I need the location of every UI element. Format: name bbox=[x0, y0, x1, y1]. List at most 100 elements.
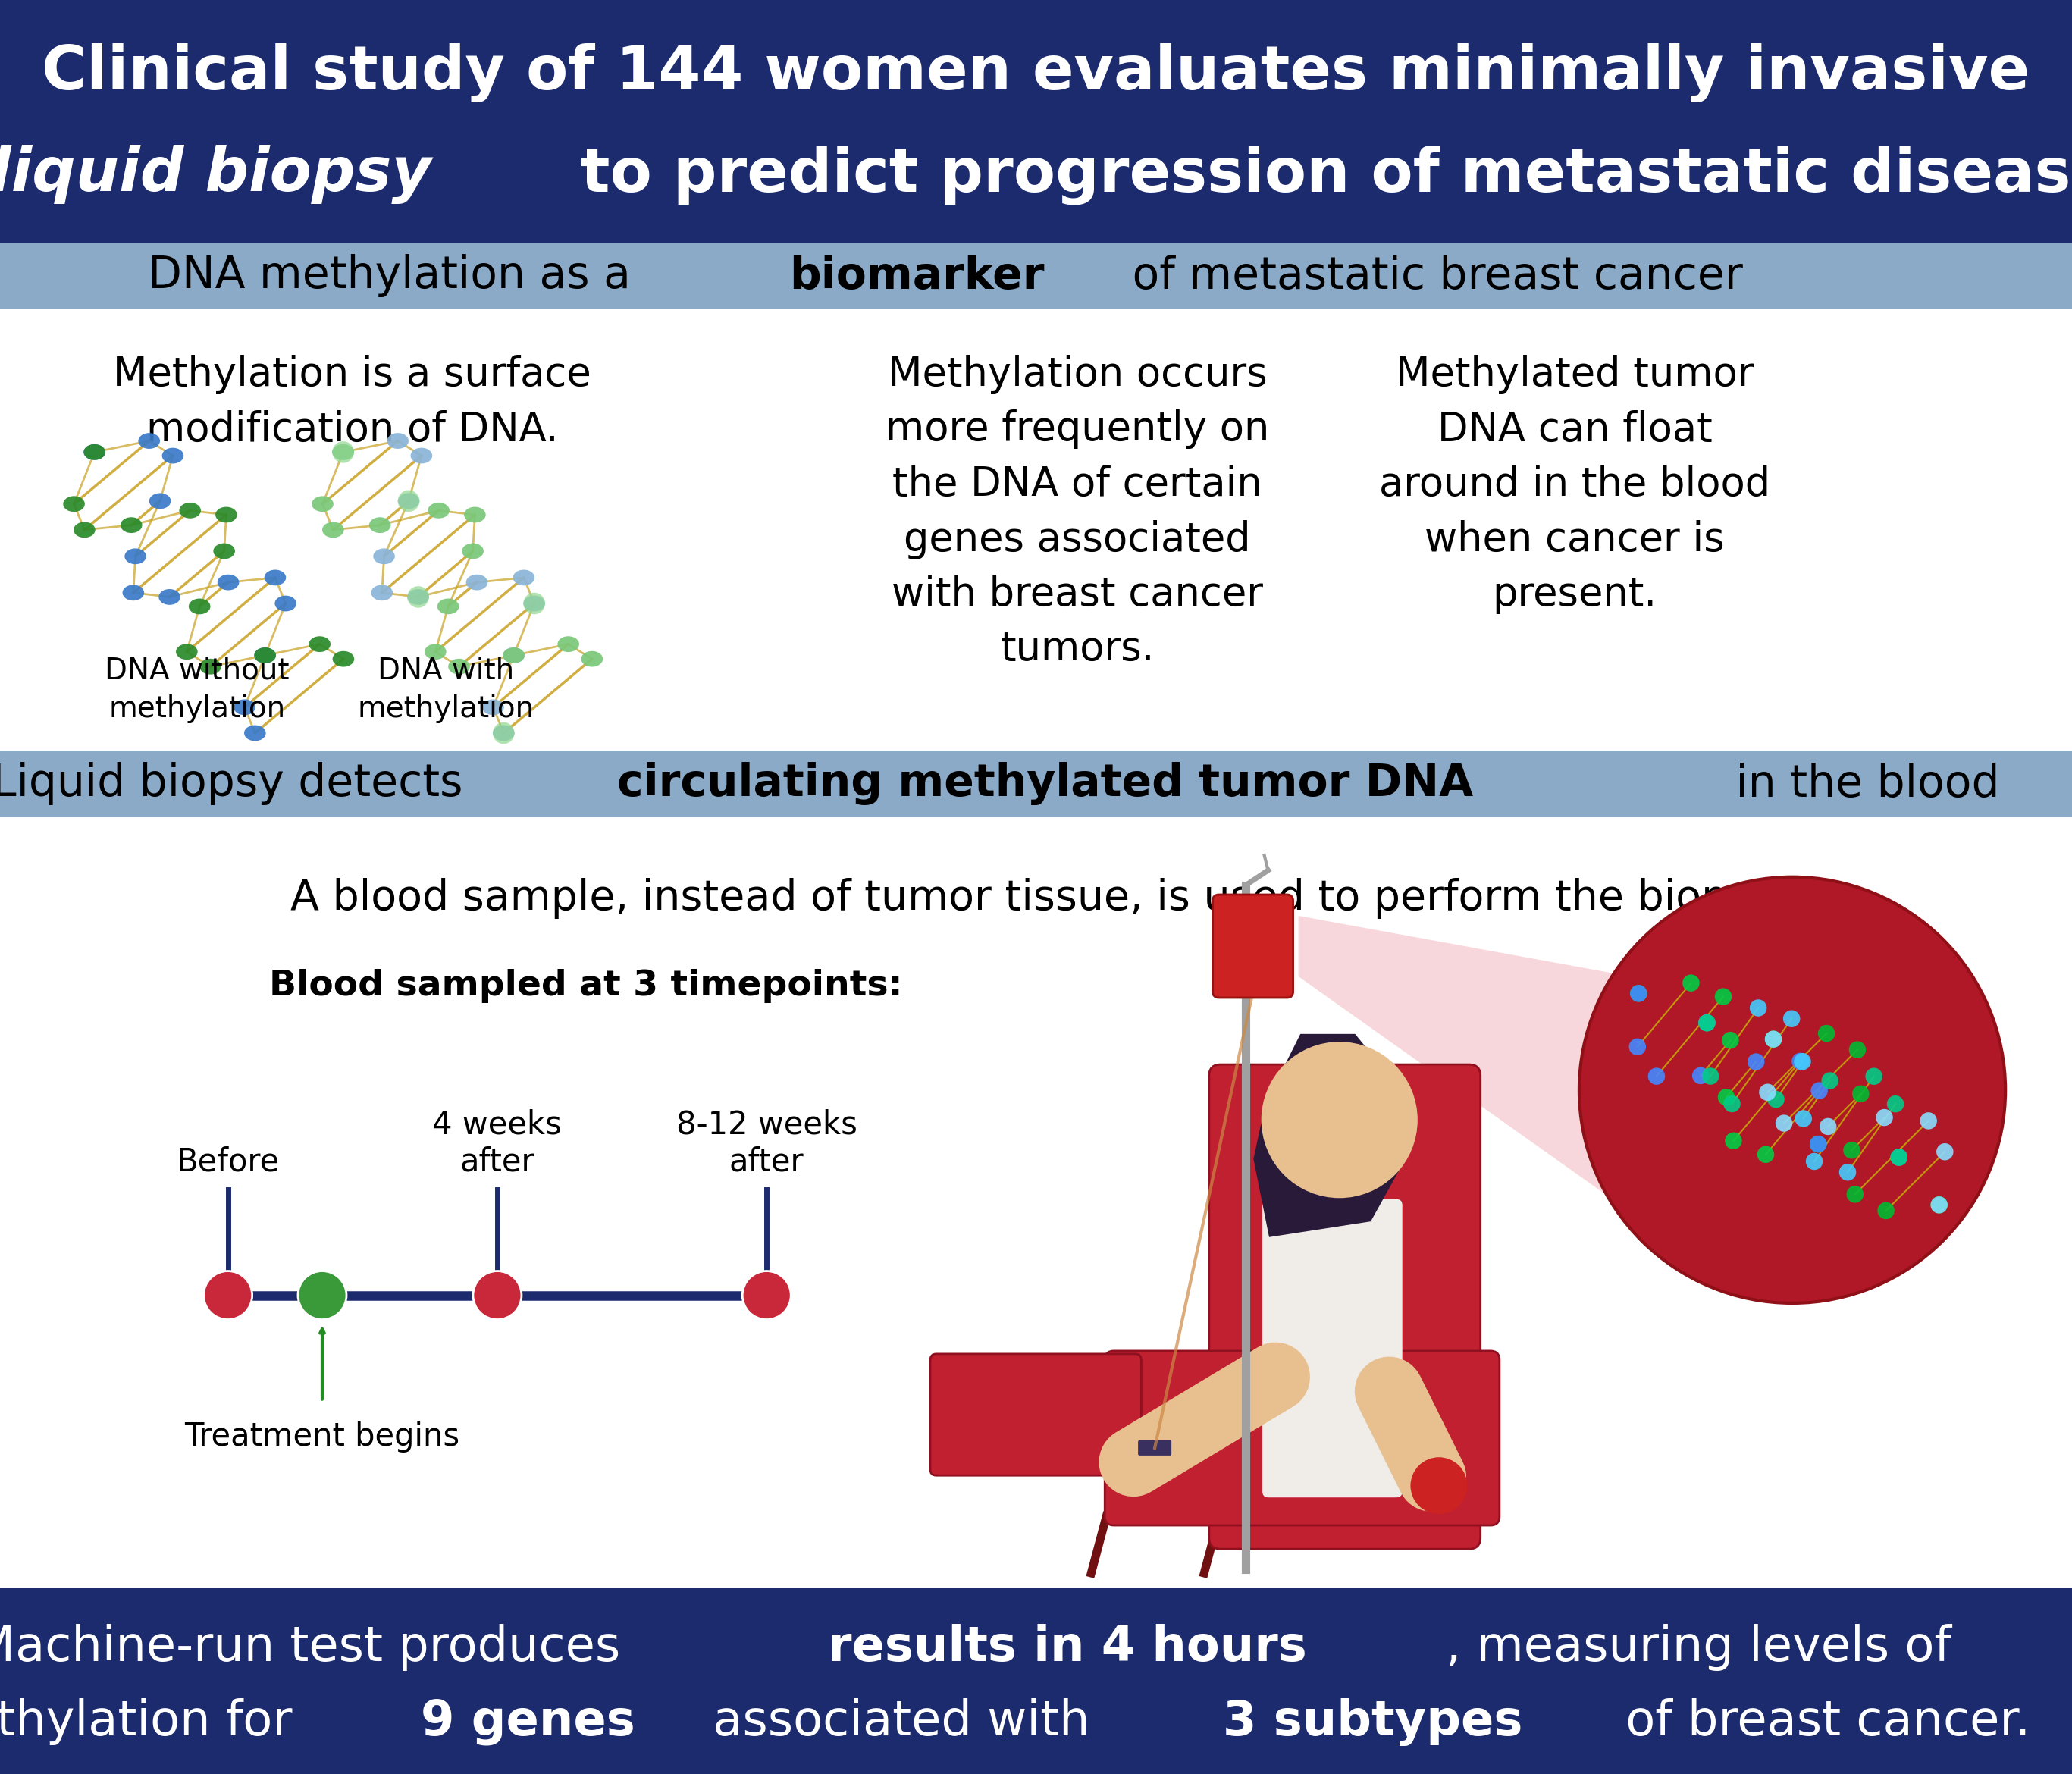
Circle shape bbox=[1784, 1009, 1801, 1027]
Text: Liquid biopsy detects: Liquid biopsy detects bbox=[0, 763, 477, 805]
Circle shape bbox=[1811, 1082, 1828, 1100]
Ellipse shape bbox=[162, 447, 184, 463]
FancyBboxPatch shape bbox=[0, 243, 2072, 309]
Ellipse shape bbox=[62, 497, 85, 513]
Ellipse shape bbox=[189, 598, 211, 614]
FancyBboxPatch shape bbox=[1104, 1350, 1500, 1526]
Ellipse shape bbox=[514, 569, 535, 585]
Ellipse shape bbox=[244, 726, 265, 742]
Ellipse shape bbox=[265, 569, 286, 585]
Text: DNA with
methylation: DNA with methylation bbox=[356, 656, 535, 724]
FancyBboxPatch shape bbox=[1138, 1440, 1171, 1455]
Circle shape bbox=[1765, 1031, 1782, 1048]
Circle shape bbox=[1765, 1031, 1782, 1048]
Polygon shape bbox=[1299, 915, 1653, 1229]
Circle shape bbox=[1844, 1142, 1861, 1158]
Text: Methylation occurs
more frequently on
the DNA of certain
genes associated
with b: Methylation occurs more frequently on th… bbox=[885, 355, 1270, 669]
Text: A blood sample, instead of tumor tissue, is used to perform the biopsy.: A blood sample, instead of tumor tissue,… bbox=[290, 878, 1782, 919]
Circle shape bbox=[1809, 1135, 1828, 1153]
Ellipse shape bbox=[139, 433, 160, 449]
Circle shape bbox=[1411, 1456, 1467, 1513]
Text: Methylation is a surface
modification of DNA.: Methylation is a surface modification of… bbox=[114, 355, 591, 449]
Circle shape bbox=[1890, 1150, 1908, 1166]
Circle shape bbox=[1848, 1041, 1867, 1059]
Ellipse shape bbox=[373, 548, 396, 564]
Ellipse shape bbox=[332, 444, 354, 459]
Ellipse shape bbox=[176, 644, 197, 660]
FancyBboxPatch shape bbox=[0, 750, 2072, 818]
Circle shape bbox=[1776, 1114, 1792, 1132]
Circle shape bbox=[472, 1270, 522, 1320]
Ellipse shape bbox=[425, 644, 445, 660]
Ellipse shape bbox=[124, 548, 147, 564]
Circle shape bbox=[1852, 1086, 1869, 1102]
Ellipse shape bbox=[75, 522, 95, 538]
Ellipse shape bbox=[149, 493, 170, 509]
Ellipse shape bbox=[83, 444, 106, 459]
Text: 4 weeks
after: 4 weeks after bbox=[433, 1109, 562, 1178]
Circle shape bbox=[1794, 1054, 1811, 1070]
FancyBboxPatch shape bbox=[0, 1588, 2072, 1774]
Ellipse shape bbox=[493, 726, 514, 742]
Circle shape bbox=[203, 1270, 253, 1320]
Ellipse shape bbox=[311, 497, 334, 513]
Ellipse shape bbox=[199, 658, 222, 674]
Circle shape bbox=[1792, 1052, 1809, 1070]
Circle shape bbox=[1865, 1068, 1881, 1086]
Circle shape bbox=[742, 1270, 792, 1320]
Text: methylation for: methylation for bbox=[0, 1698, 309, 1746]
Circle shape bbox=[1749, 999, 1767, 1017]
Circle shape bbox=[1846, 1185, 1863, 1203]
Text: circulating methylated tumor DNA: circulating methylated tumor DNA bbox=[617, 763, 1473, 805]
Text: results in 4 hours: results in 4 hours bbox=[829, 1625, 1307, 1671]
Ellipse shape bbox=[309, 637, 332, 653]
Ellipse shape bbox=[503, 648, 524, 663]
Ellipse shape bbox=[483, 699, 503, 715]
Text: associated with: associated with bbox=[696, 1698, 1104, 1746]
Ellipse shape bbox=[462, 543, 483, 559]
Circle shape bbox=[1724, 1095, 1740, 1112]
Ellipse shape bbox=[255, 648, 276, 663]
FancyBboxPatch shape bbox=[0, 309, 2072, 750]
Circle shape bbox=[1807, 1153, 1823, 1169]
Text: to predict progression of metastatic disease.: to predict progression of metastatic dis… bbox=[559, 145, 2072, 204]
Circle shape bbox=[1724, 1132, 1743, 1150]
Text: 3 subtypes: 3 subtypes bbox=[1222, 1698, 1523, 1746]
Ellipse shape bbox=[464, 507, 485, 523]
Ellipse shape bbox=[234, 699, 255, 715]
Circle shape bbox=[1262, 1041, 1417, 1197]
Ellipse shape bbox=[557, 637, 580, 653]
Circle shape bbox=[1629, 1038, 1645, 1056]
Text: Before: Before bbox=[176, 1146, 280, 1178]
Circle shape bbox=[1819, 1118, 1836, 1135]
Ellipse shape bbox=[466, 575, 487, 591]
Circle shape bbox=[1840, 1164, 1857, 1181]
Circle shape bbox=[1693, 1068, 1709, 1084]
Circle shape bbox=[1931, 1196, 1948, 1213]
Circle shape bbox=[1877, 1203, 1894, 1219]
FancyBboxPatch shape bbox=[1212, 894, 1293, 997]
Ellipse shape bbox=[218, 575, 238, 591]
Circle shape bbox=[1757, 1146, 1774, 1164]
Circle shape bbox=[1699, 1015, 1716, 1031]
Circle shape bbox=[398, 490, 419, 513]
Ellipse shape bbox=[122, 585, 145, 601]
Text: 8-12 weeks
after: 8-12 weeks after bbox=[675, 1109, 858, 1178]
Circle shape bbox=[1759, 1084, 1776, 1102]
Circle shape bbox=[1809, 1135, 1828, 1153]
Circle shape bbox=[408, 585, 429, 608]
Ellipse shape bbox=[215, 507, 236, 523]
Circle shape bbox=[1631, 985, 1647, 1002]
Circle shape bbox=[298, 1270, 346, 1320]
Circle shape bbox=[1888, 1095, 1904, 1112]
Text: of metastatic breast cancer: of metastatic breast cancer bbox=[1119, 254, 1743, 298]
Ellipse shape bbox=[160, 589, 180, 605]
Circle shape bbox=[1890, 1150, 1908, 1166]
FancyBboxPatch shape bbox=[1262, 1199, 1403, 1497]
Text: in the blood: in the blood bbox=[1722, 763, 1999, 805]
Circle shape bbox=[1716, 988, 1732, 1006]
Text: 9 genes: 9 genes bbox=[421, 1698, 634, 1746]
Ellipse shape bbox=[369, 518, 392, 532]
Ellipse shape bbox=[332, 444, 354, 459]
Ellipse shape bbox=[448, 658, 470, 674]
